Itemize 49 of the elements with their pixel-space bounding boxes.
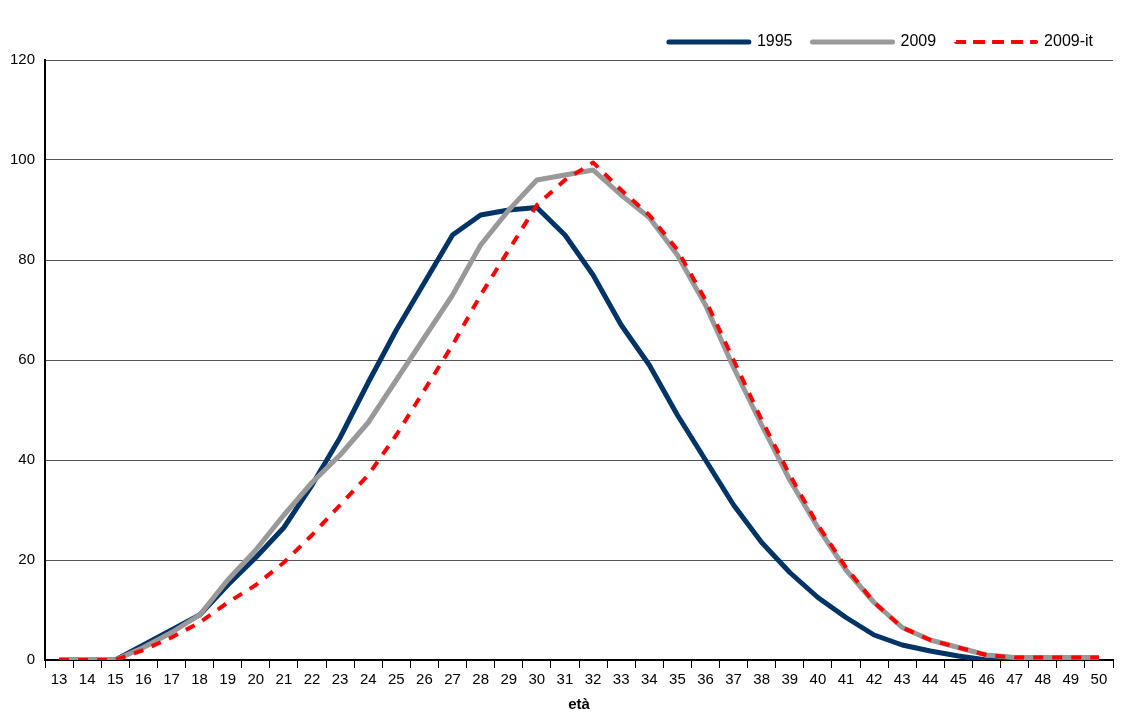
x-tick-label: 35	[669, 670, 686, 688]
y-tick-label: 100	[10, 150, 36, 168]
x-tick-label: 20	[247, 670, 265, 688]
x-tick-label: 46	[978, 670, 995, 688]
x-tick-label: 36	[697, 670, 714, 688]
x-tick-label: 30	[528, 670, 546, 688]
x-tick-label: 14	[78, 670, 96, 688]
legend-label: 2009	[900, 32, 937, 50]
y-tick-label: 80	[18, 250, 36, 268]
x-tick-label: 27	[444, 670, 461, 688]
x-tick-label: 25	[387, 670, 405, 688]
x-tick-label: 37	[725, 670, 742, 688]
x-tick-label: 32	[584, 670, 602, 688]
x-tick-label: 47	[1006, 670, 1023, 688]
y-tick-label: 60	[18, 350, 36, 368]
x-tick-label: 44	[921, 670, 939, 688]
y-tick-label: 120	[10, 50, 36, 68]
y-tick-label: 20	[18, 550, 36, 568]
x-tick-label: 43	[893, 670, 911, 688]
legend-label: 1995	[756, 32, 793, 50]
x-tick-label: 18	[191, 670, 208, 688]
legend-label: 2009-it	[1044, 32, 1094, 50]
x-tick-label: 23	[331, 670, 349, 688]
y-tick-label: 40	[18, 450, 36, 468]
x-tick-label: 40	[809, 670, 827, 688]
x-axis-title: età	[568, 695, 591, 713]
x-tick-label: 21	[275, 670, 293, 688]
x-tick-label: 17	[163, 670, 180, 688]
x-tick-label: 16	[135, 670, 152, 688]
x-tick-label: 19	[219, 670, 237, 688]
x-tick-label: 13	[50, 670, 68, 688]
x-tick-label: 49	[1062, 670, 1080, 688]
x-tick-label: 45	[950, 670, 967, 688]
x-tick-label: 15	[106, 670, 124, 688]
x-tick-label: 22	[303, 670, 321, 688]
y-tick-label: 0	[26, 650, 36, 668]
x-tick-label: 41	[837, 670, 855, 688]
x-tick-label: 33	[612, 670, 630, 688]
x-tick-label: 48	[1034, 670, 1052, 688]
x-tick-label: 24	[359, 670, 377, 688]
x-tick-label: 28	[472, 670, 489, 688]
x-tick-label: 39	[781, 670, 799, 688]
x-tick-label: 29	[500, 670, 518, 688]
x-tick-label: 26	[416, 670, 433, 688]
x-tick-label: 31	[556, 670, 574, 688]
x-tick-label: 50	[1090, 670, 1108, 688]
x-tick-label: 38	[753, 670, 771, 688]
x-tick-label: 42	[865, 670, 883, 688]
x-tick-label: 34	[640, 670, 658, 688]
